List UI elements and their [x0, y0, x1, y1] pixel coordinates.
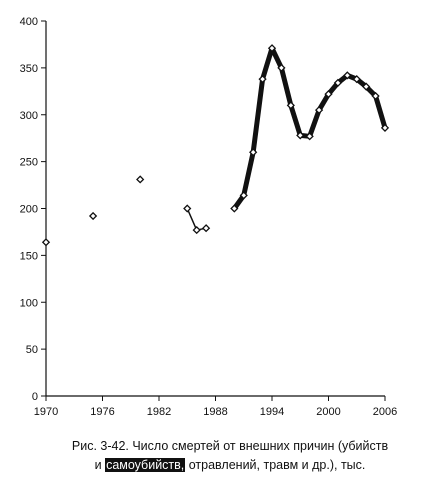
data-point-isolated	[41, 238, 51, 247]
series-line-segment-2	[231, 45, 388, 211]
caption-line-2-start: и	[94, 458, 106, 472]
caption-line-1: Рис. 3-42. Число смертей от внешних прич…	[71, 439, 389, 453]
x-tick-label: 1994	[260, 406, 284, 418]
caption-line-2: и самоубийств, отравлений, травм и др.),…	[40, 456, 420, 475]
data-point	[258, 75, 267, 84]
data-point	[230, 204, 239, 213]
data-point	[343, 71, 352, 80]
y-tick-label: 100	[20, 297, 38, 309]
y-tick-label: 50	[26, 344, 38, 356]
data-point	[249, 148, 258, 157]
series-markers	[41, 44, 390, 247]
data-point	[314, 105, 324, 115]
data-point	[352, 75, 361, 84]
data-point	[324, 90, 333, 99]
y-tick-label: 350	[20, 63, 38, 75]
y-tick-label: 250	[20, 157, 38, 169]
x-axis-ticks: 1970 1976 1982 1988 1994 2000 2006	[34, 396, 397, 418]
data-point	[192, 225, 201, 235]
data-point	[333, 78, 343, 87]
data-point	[201, 224, 211, 233]
data-point	[371, 91, 380, 101]
y-axis-ticks: 0 50 100 150 200 250 300 350 400	[20, 16, 46, 403]
x-tick-label: 2006	[373, 406, 397, 418]
data-point	[380, 123, 390, 132]
y-tick-label: 400	[20, 16, 38, 28]
x-tick-label: 1982	[147, 406, 171, 418]
data-point	[277, 63, 286, 72]
y-tick-label: 200	[20, 204, 38, 216]
y-tick-label: 300	[20, 110, 38, 122]
data-point	[362, 82, 371, 91]
data-point	[239, 191, 248, 200]
line-chart: 0 50 100 150 200 250 300 350 400 1970 1976 1982 198…	[20, 16, 398, 418]
x-tick-label: 1976	[90, 406, 114, 418]
caption-highlight: самоубийств,	[105, 458, 186, 472]
y-tick-label: 0	[32, 391, 38, 403]
x-tick-label: 2000	[316, 406, 340, 418]
data-point-isolated	[136, 175, 145, 184]
data-point-isolated	[88, 211, 98, 221]
x-tick-label: 1988	[203, 406, 227, 418]
data-point	[267, 44, 277, 53]
caption-line-2-end: отравлений, травм и др.), тыс.	[185, 458, 366, 472]
series-lines	[186, 45, 388, 231]
data-point	[305, 132, 314, 141]
data-point	[183, 204, 192, 213]
data-point	[296, 131, 305, 140]
x-tick-label: 1970	[34, 406, 58, 418]
figure-caption: Рис. 3-42. Число смертей от внешних прич…	[40, 437, 420, 475]
data-point	[286, 101, 295, 110]
chart-axes	[45, 21, 385, 397]
y-tick-label: 150	[20, 250, 38, 262]
